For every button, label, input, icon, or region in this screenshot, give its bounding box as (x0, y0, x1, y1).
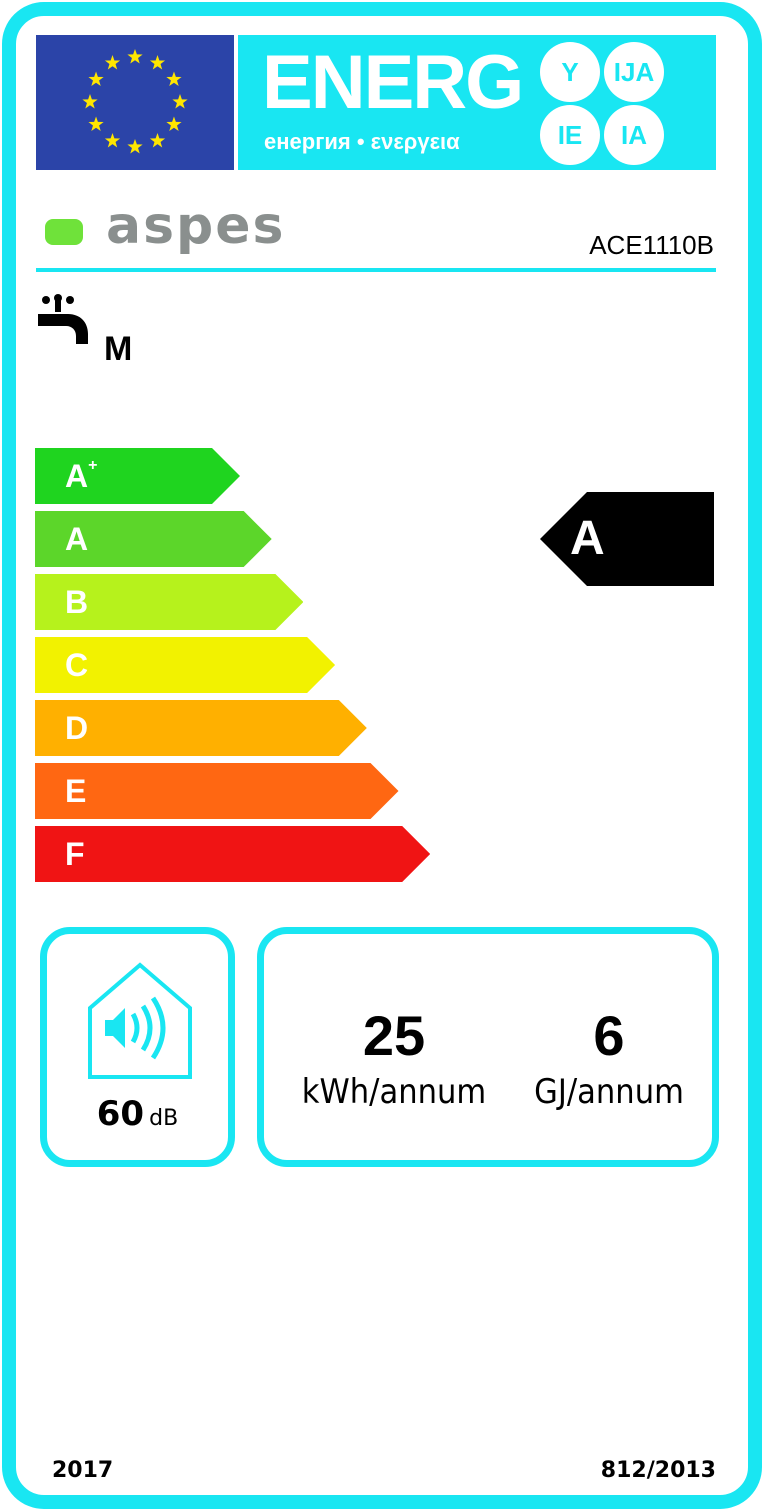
brand-logo: aspes (106, 196, 286, 256)
suffix-circle: IA (604, 105, 664, 165)
star-icon (149, 55, 166, 70)
star-icon (166, 116, 182, 131)
star-icon (149, 132, 166, 148)
class-label: A (65, 521, 89, 557)
energy-class-bar: C (35, 637, 335, 693)
sound-house-icon (88, 962, 192, 1079)
star-icon (104, 55, 121, 70)
suffix-circle: IE (540, 105, 600, 165)
consumption-box: 25 kWh/annum 6 GJ/annum (257, 927, 719, 1167)
fuel-unit: GJ/annum (534, 1072, 684, 1112)
regulation-number: 812/2013 (600, 1458, 716, 1483)
star-icon (88, 116, 104, 131)
noise-box: 60 dB (40, 927, 235, 1167)
energy-header: ENERG енергия • ενεργεια Y IJA IE IA (238, 35, 716, 170)
class-label: F (65, 836, 85, 872)
energy-class-bar: D (35, 700, 367, 756)
class-label: A (65, 458, 89, 494)
class-superscript: + (88, 457, 98, 474)
class-label: B (65, 584, 89, 620)
eu-flag (36, 35, 234, 170)
energy-class-bar: E (35, 763, 399, 819)
electricity-value: 25 (362, 1004, 426, 1067)
energy-title: ENERG (262, 40, 524, 125)
energy-class-bar: A + (35, 448, 240, 504)
star-icon (127, 49, 143, 64)
fuel-value: 6 (593, 1004, 625, 1067)
star-icon (127, 139, 143, 154)
energy-class-bar: B (35, 574, 303, 630)
energy-class-bar: F (35, 826, 430, 882)
electricity-unit: kWh/annum (301, 1072, 487, 1112)
divider (36, 268, 716, 272)
water-tap-icon (38, 294, 88, 344)
noise-unit: dB (149, 1106, 179, 1131)
label-year: 2017 (52, 1458, 114, 1483)
star-icon (104, 132, 121, 148)
noise-level: 60 dB (47, 1094, 228, 1140)
noise-value: 60 (96, 1094, 145, 1134)
suffix-circle: Y (540, 42, 600, 102)
star-icon (88, 71, 104, 86)
energy-subtitle: енергия • ενεργεια (264, 129, 460, 154)
suffix-circle: IJA (604, 42, 664, 102)
energy-class-bar: A (35, 511, 272, 567)
star-icon (82, 94, 98, 109)
load-profile: M (104, 330, 133, 368)
star-icon (166, 71, 182, 86)
class-label: D (65, 710, 89, 746)
class-label: E (65, 773, 87, 809)
model-number: ACE1110B (589, 230, 714, 260)
brand-logo-mark (45, 219, 83, 245)
eu-stars-icon (82, 49, 188, 154)
class-label: C (65, 647, 89, 683)
star-icon (172, 94, 188, 109)
